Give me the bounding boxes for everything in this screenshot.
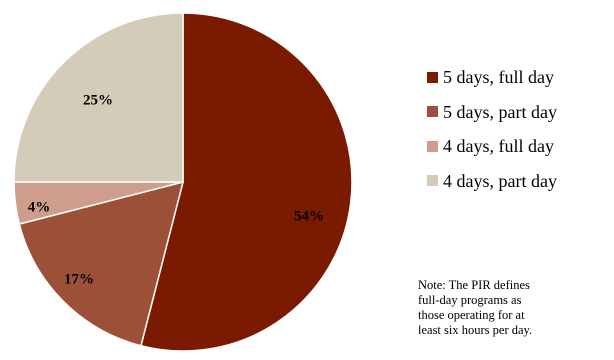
legend-label: 4 days, part day <box>443 170 557 191</box>
slice-data-label: 54% <box>294 208 324 224</box>
legend-swatch <box>427 175 438 186</box>
legend-label: 5 days, full day <box>443 67 554 87</box>
note-line: least six hours per day. <box>418 323 533 337</box>
slice-data-label: 25% <box>83 92 113 108</box>
legend-item: 5 days, part day <box>427 101 614 123</box>
legend-item: 5 days, full day <box>427 66 614 88</box>
slice-data-label: 17% <box>64 271 94 287</box>
note-line: those operating for at <box>418 308 525 322</box>
note-line: full-day programs as <box>418 293 522 307</box>
pie-slice-4 <box>13 12 184 183</box>
legend-item: 4 days, full day <box>427 135 614 157</box>
pie-slice-2 <box>18 180 185 347</box>
pie-slices <box>13 12 353 352</box>
legend-swatch <box>427 140 438 152</box>
legend-label: 5 days, part day <box>443 101 557 122</box>
slice-data-label: 4% <box>28 199 51 215</box>
note-line: Note: The PIR defines <box>418 278 530 292</box>
chart-legend: 5 days, full day 5 days, part day 4 days, … <box>427 66 614 204</box>
legend-swatch <box>427 71 438 83</box>
legend-swatch <box>427 106 438 117</box>
legend-item: 4 days, part day <box>427 170 614 192</box>
chart-note: Note: The PIR defines full-day programs … <box>418 278 603 338</box>
pie-slice-labels: 54% 17% 4% 25% <box>28 92 324 287</box>
pie-slice-1 <box>140 12 353 352</box>
legend-label: 4 days, full day <box>443 136 554 156</box>
